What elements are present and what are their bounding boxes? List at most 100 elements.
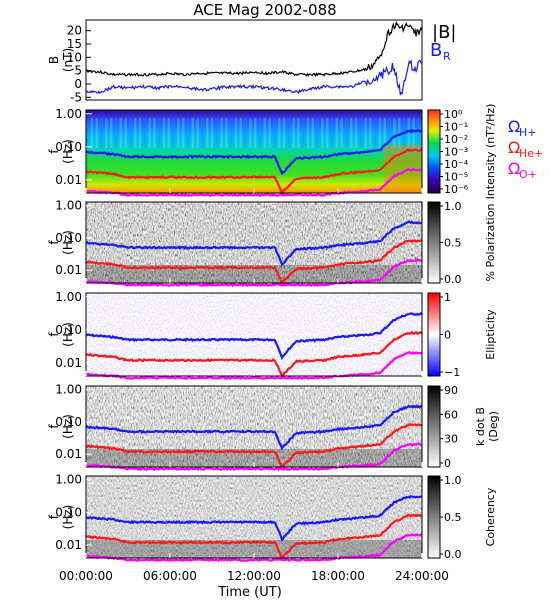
spectral-panel-2: 1.00 0.10 0.01 f (Hz) 1.0 0.5 0.0 % Polarization: [47, 199, 497, 288]
colorbar-label-2: (Deg): [487, 411, 500, 442]
series-b-total: [85, 20, 423, 78]
intensity-streak: [210, 118, 214, 148]
x-tick-label: 24:00:00: [395, 569, 449, 583]
colorbar-tick-label: 10⁻⁵: [444, 171, 468, 184]
legend-b-radial: B: [430, 40, 442, 61]
cyclotron-line: [85, 147, 423, 196]
y-tick-label: 10: [67, 50, 82, 64]
intensity-streak: [282, 118, 286, 148]
colorbar-tick-label: 10⁻¹: [444, 121, 468, 134]
intensity-streak: [90, 118, 94, 148]
intensity-streak: [249, 118, 252, 148]
cyclotron-line: [85, 167, 423, 198]
cyclotron-line: [85, 258, 423, 288]
legend-b-total: |B|: [432, 22, 456, 43]
y-tick-label: -5: [70, 90, 82, 104]
x-axis-label: Time (UT): [217, 585, 282, 600]
y-tick-label: 0.01: [55, 356, 82, 370]
intensity-streak: [393, 118, 396, 148]
intensity-streak: [311, 118, 314, 148]
intensity-streak: [110, 118, 113, 148]
y-tick-label: 1.00: [55, 290, 82, 304]
intensity-streak: [230, 118, 233, 148]
intensity-streak: [215, 118, 218, 148]
intensity-streak: [378, 118, 382, 148]
intensity-streak: [335, 118, 338, 148]
colorbar: [427, 109, 441, 194]
intensity-streak: [364, 118, 367, 148]
intensity-streak: [412, 118, 415, 148]
colorbar-label: Ellipticity: [484, 309, 497, 360]
intensity-streak: [263, 118, 266, 148]
spectral-panel-1: 1.00 0.10 0.01 f (Hz) 10⁰10⁻¹10⁻²10⁻³10⁻⁴10⁻⁵…: [47, 104, 497, 200]
y-axis-unit: (Hz): [61, 230, 75, 255]
intensity-streak: [114, 118, 118, 148]
cyclotron-line: [85, 239, 423, 285]
intensity-streak: [258, 118, 262, 148]
y-axis-label: f: [47, 424, 61, 429]
legend-omega: Ω: [508, 159, 520, 178]
intensity-streak: [129, 118, 132, 148]
intensity-streak: [417, 118, 420, 148]
colorbar-tick-label: 1.0: [444, 474, 462, 487]
cyclotron-line: [85, 404, 423, 451]
colorbar-tick-label: −1: [444, 366, 460, 379]
colorbar-tick-label: 10⁻⁴: [444, 158, 469, 171]
colorbar-tick-label: 10⁰: [444, 108, 463, 121]
intensity-streak: [134, 118, 137, 148]
y-axis-label: f: [47, 332, 61, 337]
overlays: ΩH+ΩHe+ΩO+00:00:00 06:00:00 12:00:00 18:00:…: [59, 117, 543, 583]
x-tick-label: 00:00:00: [59, 569, 113, 583]
cyclotron-line: [85, 350, 423, 381]
intensity-streak: [234, 118, 238, 148]
intensity-streak: [186, 118, 190, 148]
colorbar-tick-label: 0: [444, 329, 451, 342]
intensity-streak: [158, 118, 161, 148]
y-tick-label: 0.10: [55, 140, 82, 154]
y-tick-label: 0.01: [55, 263, 82, 277]
legend-o: O+: [519, 168, 537, 181]
y-axis-unit: (Hz): [61, 139, 75, 164]
colorbar: [427, 292, 441, 377]
y-tick-label: 5: [74, 64, 82, 78]
x-tick-label: 12:00:00: [227, 569, 281, 583]
intensity-streak: [316, 118, 319, 148]
colorbar-tick-label: 10⁻³: [444, 146, 468, 159]
intensity-streak: [143, 118, 146, 148]
y-axis-label: f: [47, 149, 61, 154]
intensity-streak: [86, 118, 89, 148]
y-axis-unit: (Hz): [61, 505, 75, 530]
y-axis-unit: (nT): [61, 48, 75, 72]
colorbar-tick-label: 10⁻²: [444, 133, 468, 146]
intensity-streak: [359, 118, 362, 148]
intensity-streak: [407, 118, 410, 148]
intensity-streak: [220, 118, 223, 148]
intensity-streak: [383, 118, 386, 148]
intensity-streak: [273, 118, 276, 148]
intensity-streak: [244, 118, 247, 148]
chart-title: ACE Mag 2002-088: [193, 1, 336, 19]
cyclotron-line: [85, 423, 423, 468]
intensity-streak: [206, 118, 209, 148]
y-tick-label: 1.00: [55, 107, 82, 121]
colorbar-tick-label: 60: [444, 408, 458, 421]
cyclotron-line: [85, 312, 423, 361]
cyclotron-line: [85, 494, 423, 542]
intensity-streak: [374, 118, 377, 148]
legend-omega: Ω: [508, 117, 520, 136]
colorbar-tick-label: 0: [444, 457, 451, 470]
intensity-streak: [354, 118, 358, 148]
legend-h: H+: [519, 126, 537, 139]
legend-he: He+: [519, 147, 543, 160]
colorbar-label: Coherency: [484, 487, 497, 546]
intensity-streak: [182, 118, 185, 148]
y-tick-label: 0.01: [55, 538, 82, 552]
intensity-streak: [297, 118, 300, 148]
y-tick-label: 0.01: [55, 447, 82, 461]
intensity-streak: [350, 118, 353, 148]
intensity-streak: [162, 118, 166, 148]
x-tick-label: 18:00:00: [311, 569, 365, 583]
y-tick-label: 20: [67, 24, 82, 38]
